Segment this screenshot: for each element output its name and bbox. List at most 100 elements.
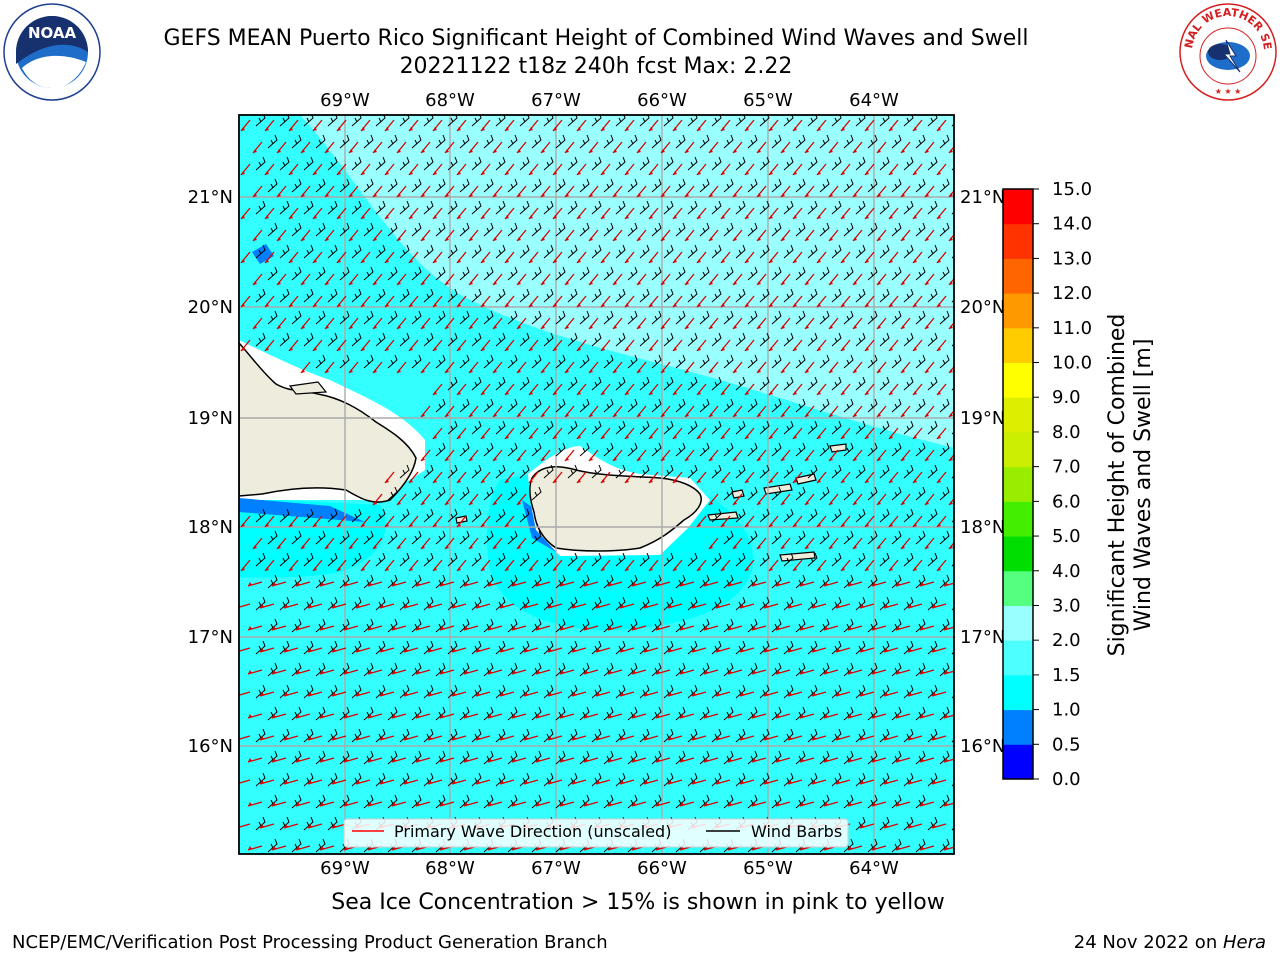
wave-arrow-head (632, 846, 636, 850)
wave-arrow-head (529, 303, 533, 307)
wind-barb (867, 750, 878, 765)
wave-arrow-head (817, 567, 821, 571)
wind-barb (579, 750, 590, 765)
wave-arrow-head (740, 736, 744, 740)
wind-barb (807, 508, 818, 523)
wind-barb (411, 354, 422, 369)
wind-barb (927, 115, 938, 127)
wind-barb (315, 794, 326, 809)
wind-barb (699, 398, 710, 413)
wind-barb (591, 772, 602, 787)
wave-arrow-head (368, 846, 372, 850)
wave-arrow-head (745, 347, 749, 351)
wave-arrow-head (481, 435, 485, 439)
wind-barb (483, 662, 494, 677)
wave-arrow-head (248, 758, 252, 762)
wind-barb (567, 684, 578, 699)
wind-barb (699, 750, 710, 765)
wave-arrow-head (469, 193, 473, 197)
wind-barb (435, 442, 446, 457)
wind-barb (435, 134, 446, 149)
wave-arrow-head (397, 369, 401, 373)
wave-arrow-head (409, 479, 413, 483)
wave-arrow-head (620, 604, 624, 608)
wave-arrow-head (488, 758, 492, 762)
wind-barb (927, 464, 938, 479)
wave-arrow-head (937, 171, 941, 175)
wave-arrow-head (512, 758, 516, 762)
wave-arrow-head (824, 846, 828, 850)
wind-barb (579, 134, 590, 149)
wave-arrow-head (577, 215, 581, 219)
wind-barb (399, 288, 410, 303)
wind-barb (459, 530, 470, 545)
wave-arrow-head (421, 457, 425, 461)
wave-arrow-head (457, 479, 461, 483)
wave-arrow-head (404, 780, 408, 784)
colorbar-swatch (1003, 570, 1033, 606)
colorbar-swatch (1003, 431, 1033, 468)
wave-arrow-head (524, 736, 528, 740)
wave-arrow-head (637, 149, 641, 153)
wave-arrow-head (841, 347, 845, 351)
wind-barb (495, 464, 506, 479)
wind-barb (615, 772, 626, 787)
wave-arrow-head (824, 714, 828, 718)
wave-arrow-head (565, 413, 569, 417)
wind-barb (591, 464, 602, 479)
wave-arrow-head (637, 193, 641, 197)
wind-barb (843, 794, 854, 809)
wind-barb (939, 662, 950, 677)
wave-arrow-head (661, 237, 665, 241)
wave-arrow-head (404, 692, 408, 696)
footer-date: 24 Nov 2022 on Hera (1074, 932, 1266, 953)
wave-arrow-head (685, 237, 689, 241)
wind-barb (819, 442, 830, 457)
wind-barb (471, 115, 482, 127)
wind-barb (915, 354, 926, 369)
wind-barb (699, 222, 710, 237)
wind-barb (843, 486, 854, 501)
wind-barb (279, 332, 290, 347)
wind-barb (591, 200, 602, 215)
wind-barb (783, 552, 794, 567)
wind-barb (783, 684, 794, 699)
wave-arrow-head (284, 648, 288, 652)
wind-barb (327, 115, 338, 127)
wind-barb (903, 508, 914, 523)
wave-arrow-head (949, 457, 953, 461)
wind-barb (723, 222, 734, 237)
wave-arrow-head (529, 215, 533, 219)
wave-arrow-head (373, 237, 377, 241)
wave-arrow-head (433, 127, 437, 131)
wind-barb (783, 376, 794, 391)
wave-arrow-head (913, 347, 917, 351)
wind-barb (867, 838, 878, 853)
wave-arrow-head (661, 193, 665, 197)
wave-arrow-head (865, 303, 869, 307)
wave-arrow-head (944, 714, 948, 718)
wave-arrow-head (925, 193, 929, 197)
wave-arrow-head (253, 237, 257, 241)
wind-barb (747, 662, 758, 677)
wind-barb (759, 640, 770, 655)
lat-labels-right: 21°N 20°N 19°N 18°N 17°N 16°N (960, 187, 1005, 757)
wind-barb (579, 574, 590, 589)
wave-arrow-head (512, 714, 516, 718)
wave-arrow-head (668, 780, 672, 784)
wind-barb (531, 398, 542, 413)
wave-arrow-head (337, 215, 341, 219)
wave-arrow-head (565, 457, 569, 461)
wind-barb (531, 662, 542, 677)
wind-barb (615, 464, 626, 479)
wave-arrow-head (313, 303, 317, 307)
wave-arrow-head (812, 648, 816, 652)
lon-labels-top: 69°W 68°W 67°W 66°W 65°W 64°W (320, 90, 899, 111)
wave-arrow-head (685, 149, 689, 153)
wave-arrow-head (433, 347, 437, 351)
wave-arrow-head (949, 545, 953, 549)
wind-barb (603, 794, 614, 809)
wave-arrow-head (889, 347, 893, 351)
wind-barb (964, 663, 973, 676)
wave-arrow-head (584, 670, 588, 674)
